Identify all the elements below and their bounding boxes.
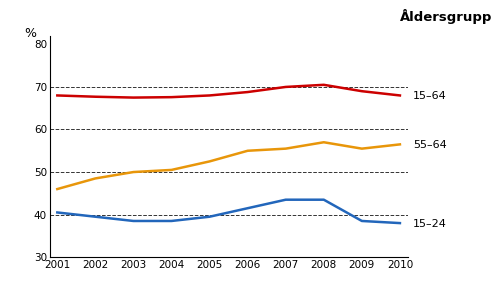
Text: %: % [25,27,37,40]
Text: Åldersgrupp: Åldersgrupp [400,9,492,24]
